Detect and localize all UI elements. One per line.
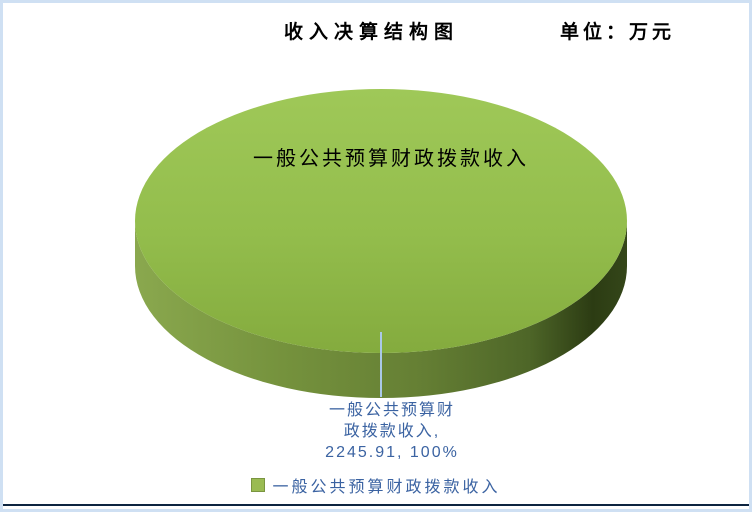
data-label-value: 2245.91, 100% bbox=[325, 444, 459, 461]
bottom-divider bbox=[3, 504, 749, 506]
data-label-line1: 一般公共预算财 bbox=[328, 402, 455, 419]
pie-chart-canvas bbox=[135, 89, 627, 398]
data-label-line2: 政拨款收入, bbox=[343, 423, 441, 440]
pie-slice[interactable] bbox=[135, 89, 627, 353]
legend-label: 一般公共预算财政拨款收入 bbox=[272, 479, 501, 496]
slice-center-label: 一般公共预算财政拨款收入 bbox=[253, 148, 529, 170]
legend[interactable]: 一般公共预算财政拨款收入 bbox=[3, 473, 749, 497]
pie-slice-side[interactable] bbox=[135, 221, 627, 398]
data-label[interactable]: 一般公共预算财 政拨款收入, 2245.91, 100% bbox=[242, 400, 542, 463]
chart-title: 收入决算结构图 bbox=[284, 22, 460, 43]
legend-marker-swatch bbox=[251, 478, 266, 492]
chart-unit-label: 单位：万元 bbox=[560, 22, 676, 43]
